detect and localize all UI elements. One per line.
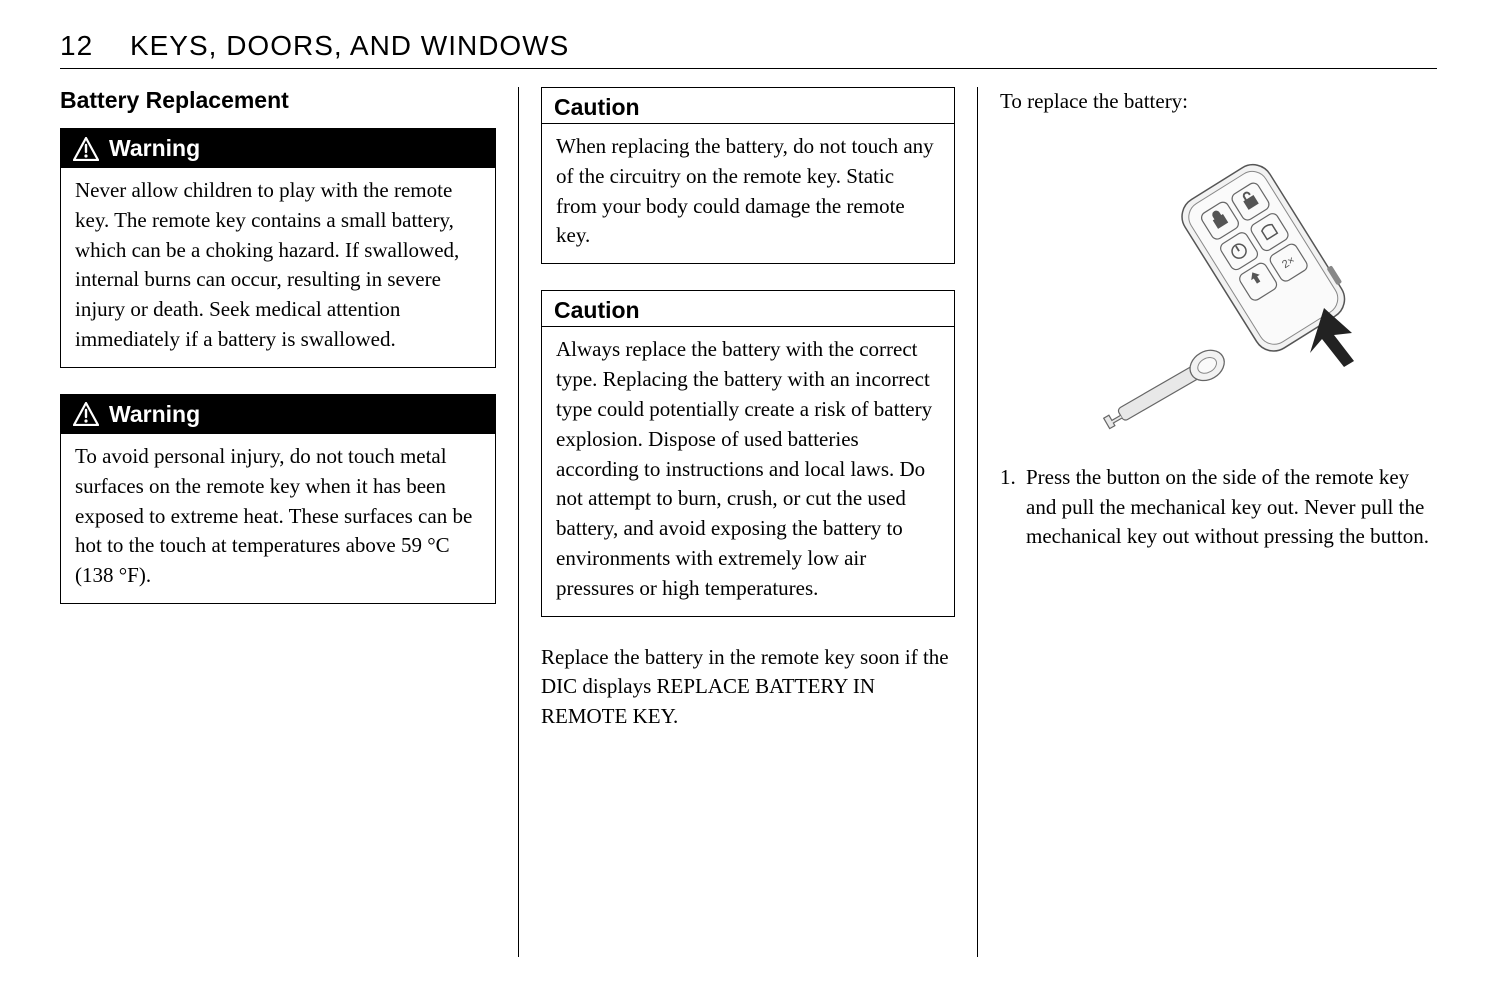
warning-header: Warning: [61, 395, 495, 434]
warning-label: Warning: [109, 401, 200, 428]
column-1: Battery Replacement Warning Never allow …: [60, 87, 519, 957]
remote-key-illustration-icon: 2×: [1054, 133, 1384, 443]
caution-header: Caution: [542, 88, 954, 124]
caution-box-1: Caution When replacing the battery, do n…: [541, 87, 955, 264]
warning-body: Never allow children to play with the re…: [61, 168, 495, 367]
page-header: 12 KEYS, DOORS, AND WINDOWS: [60, 30, 1437, 69]
step-list: Press the button on the side of the remo…: [1000, 463, 1437, 552]
column-2: Caution When replacing the battery, do n…: [519, 87, 978, 957]
caution-box-2: Caution Always replace the battery with …: [541, 290, 955, 616]
warning-label: Warning: [109, 135, 200, 162]
warning-body: To avoid personal injury, do not touch m…: [61, 434, 495, 603]
column-3: To replace the battery:: [978, 87, 1437, 957]
caution-header: Caution: [542, 291, 954, 327]
caution-body: Always replace the battery with the corr…: [542, 327, 954, 615]
content-columns: Battery Replacement Warning Never allow …: [60, 87, 1437, 957]
caution-body: When replacing the battery, do not touch…: [542, 124, 954, 263]
warning-triangle-icon: [73, 137, 99, 161]
warning-triangle-icon: [73, 402, 99, 426]
section-heading: Battery Replacement: [60, 87, 496, 114]
chapter-title: KEYS, DOORS, AND WINDOWS: [130, 30, 569, 61]
warning-header: Warning: [61, 129, 495, 168]
warning-box-1: Warning Never allow children to play wit…: [60, 128, 496, 368]
warning-box-2: Warning To avoid personal injury, do not…: [60, 394, 496, 604]
page-number: 12: [60, 30, 93, 62]
step-item: Press the button on the side of the remo…: [1000, 463, 1437, 552]
body-text: Replace the battery in the remote key so…: [541, 643, 955, 732]
remote-key-figure: 2×: [1000, 133, 1437, 443]
intro-text: To replace the battery:: [1000, 87, 1437, 117]
